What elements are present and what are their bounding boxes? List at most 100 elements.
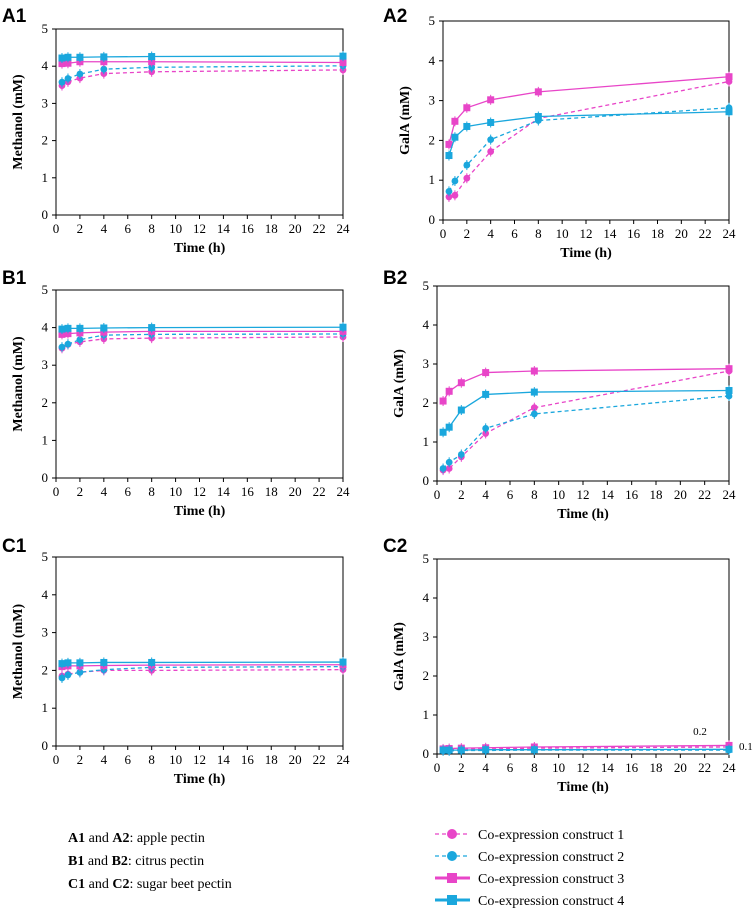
x-tick-label: 24 [337,752,351,767]
x-tick-label: 2 [458,487,465,502]
data-point [463,104,471,112]
x-tick-label: 24 [723,487,737,502]
x-tick-label: 16 [627,226,641,241]
x-tick-label: 6 [125,752,132,767]
data-point [64,53,72,61]
key-line-1: A1 and A2: apple pectin [68,831,205,846]
data-point [64,59,72,67]
data-point [76,336,84,344]
x-tick-label: 6 [125,484,132,499]
y-tick-label: 5 [423,551,430,566]
data-point [445,140,453,148]
x-tick-label: 14 [601,760,615,775]
series-line [443,746,730,751]
legend-item-construct-1: Co-expression construct 1 [435,828,624,843]
series-construct-4 [439,385,733,438]
x-tick-label: 24 [723,226,737,241]
y-tick-label: 2 [42,133,49,148]
x-tick-label: 8 [148,752,155,767]
data-point [445,458,453,466]
data-point [725,745,733,753]
plot-frame [436,285,730,482]
data-point [725,73,733,81]
y-tick-label: 4 [42,587,49,602]
data-point [100,65,108,73]
data-point [463,161,471,169]
x-tick-label: 6 [507,487,514,502]
series-line [448,80,730,198]
series-construct-4 [445,106,733,161]
x-tick-label: 4 [482,760,489,775]
x-tick-label: 22 [313,752,326,767]
x-tick-label: 12 [193,752,206,767]
series-line [61,336,344,349]
x-tick-label: 0 [434,487,441,502]
data-point [530,367,538,375]
x-tick-label: 22 [699,226,712,241]
x-tick-label: 10 [552,487,565,502]
x-tick-label: 18 [265,752,278,767]
series-line [61,69,344,87]
x-tick-label: 18 [265,221,278,236]
data-point [100,658,108,666]
y-axis-label: Methanol (mM) [11,74,26,170]
x-tick-label: 6 [507,760,514,775]
x-axis-label: Time (h) [174,772,226,787]
data-point [445,465,453,472]
legend-item-construct-4: Co-expression construct 4 [435,894,624,909]
y-tick-label: 3 [423,356,430,371]
data-point [64,671,72,679]
x-tick-label: 12 [580,226,593,241]
data-point [445,193,453,201]
data-point [64,330,72,338]
x-tick-label: 20 [289,484,302,499]
legend-marker [447,829,457,839]
y-tick-label: 0 [423,473,430,488]
y-tick-label: 1 [423,707,430,722]
legend-item-construct-2: Co-expression construct 2 [435,850,624,865]
x-tick-label: 14 [217,752,231,767]
data-point [463,122,471,130]
x-tick-label: 18 [265,484,278,499]
x-tick-label: 4 [101,221,108,236]
series-construct-4 [58,657,347,669]
legend-item-construct-3: Co-expression construct 3 [435,872,624,887]
x-tick-label: 4 [487,226,494,241]
legend-marker [447,851,457,861]
x-tick-label: 4 [482,487,489,502]
x-tick-label: 16 [625,760,639,775]
x-tick-label: 16 [241,752,255,767]
legend-label: Co-expression construct 1 [478,828,624,843]
x-tick-label: 24 [337,221,351,236]
data-point [58,343,66,351]
data-point [451,191,459,199]
data-point [148,324,156,332]
y-tick-label: 3 [42,95,49,110]
annotation-label: 0.1 [739,741,753,753]
data-point [58,674,66,682]
data-point [445,423,453,431]
data-point [530,388,538,396]
x-tick-label: 20 [289,221,302,236]
panel-label: B2 [383,268,407,289]
data-point [530,746,538,754]
x-tick-label: 2 [464,226,471,241]
y-tick-label: 5 [42,21,49,36]
y-axis-label: GalA (mM) [398,86,413,155]
data-point [76,324,84,332]
x-tick-label: 8 [531,760,538,775]
y-tick-label: 0 [42,470,49,485]
series-construct-3 [439,363,733,407]
y-tick-label: 1 [42,700,49,715]
x-tick-label: 22 [698,487,711,502]
x-tick-label: 16 [241,221,255,236]
data-point [445,152,453,160]
panel-label: A1 [2,6,27,27]
y-tick-label: 2 [42,662,49,677]
x-axis-label: Time (h) [174,504,226,519]
legend-marker [447,873,457,883]
x-tick-label: 22 [698,760,711,775]
data-point [457,746,465,754]
x-tick-label: 16 [625,487,639,502]
